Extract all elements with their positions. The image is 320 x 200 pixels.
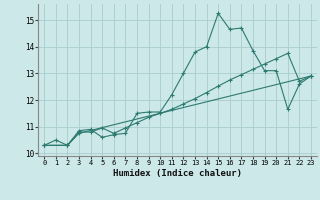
- X-axis label: Humidex (Indice chaleur): Humidex (Indice chaleur): [113, 169, 242, 178]
